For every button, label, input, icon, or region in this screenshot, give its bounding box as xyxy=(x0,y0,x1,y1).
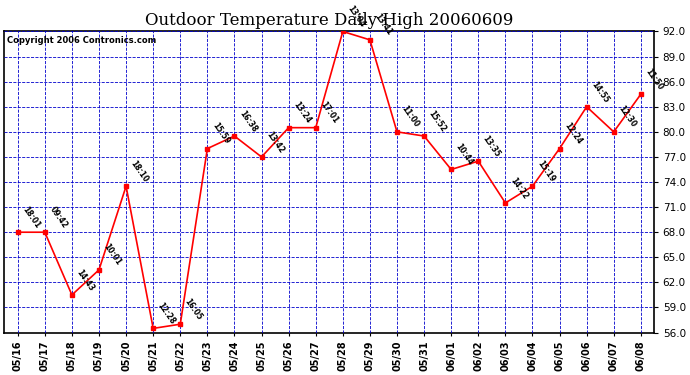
Text: 11:00: 11:00 xyxy=(400,104,421,129)
Text: 10:44: 10:44 xyxy=(454,142,475,167)
Text: 14:43: 14:43 xyxy=(75,267,96,292)
Text: 14:22: 14:22 xyxy=(508,176,529,200)
Text: 09:42: 09:42 xyxy=(48,205,69,230)
Text: 15:59: 15:59 xyxy=(210,122,231,146)
Text: 13:04: 13:04 xyxy=(346,4,367,29)
Text: 18:10: 18:10 xyxy=(129,159,150,184)
Text: 17:01: 17:01 xyxy=(318,100,339,125)
Text: 12:24: 12:24 xyxy=(562,121,584,146)
Text: 15:52: 15:52 xyxy=(427,109,448,134)
Text: 12:28: 12:28 xyxy=(156,301,177,326)
Text: Copyright 2006 Contronics.com: Copyright 2006 Contronics.com xyxy=(8,36,157,45)
Text: 18:01: 18:01 xyxy=(21,205,41,230)
Text: 13:41: 13:41 xyxy=(373,12,394,38)
Text: 16:38: 16:38 xyxy=(237,108,259,134)
Text: 10:01: 10:01 xyxy=(101,242,123,267)
Title: Outdoor Temperature Daily High 20060609: Outdoor Temperature Daily High 20060609 xyxy=(145,12,513,28)
Text: 13:42: 13:42 xyxy=(264,129,286,154)
Text: 11:50: 11:50 xyxy=(644,67,664,92)
Text: 15:19: 15:19 xyxy=(535,159,556,184)
Text: 16:05: 16:05 xyxy=(183,297,204,322)
Text: 13:35: 13:35 xyxy=(481,134,502,159)
Text: 13:24: 13:24 xyxy=(291,100,313,125)
Text: 14:55: 14:55 xyxy=(589,80,611,104)
Text: 12:30: 12:30 xyxy=(616,104,638,129)
